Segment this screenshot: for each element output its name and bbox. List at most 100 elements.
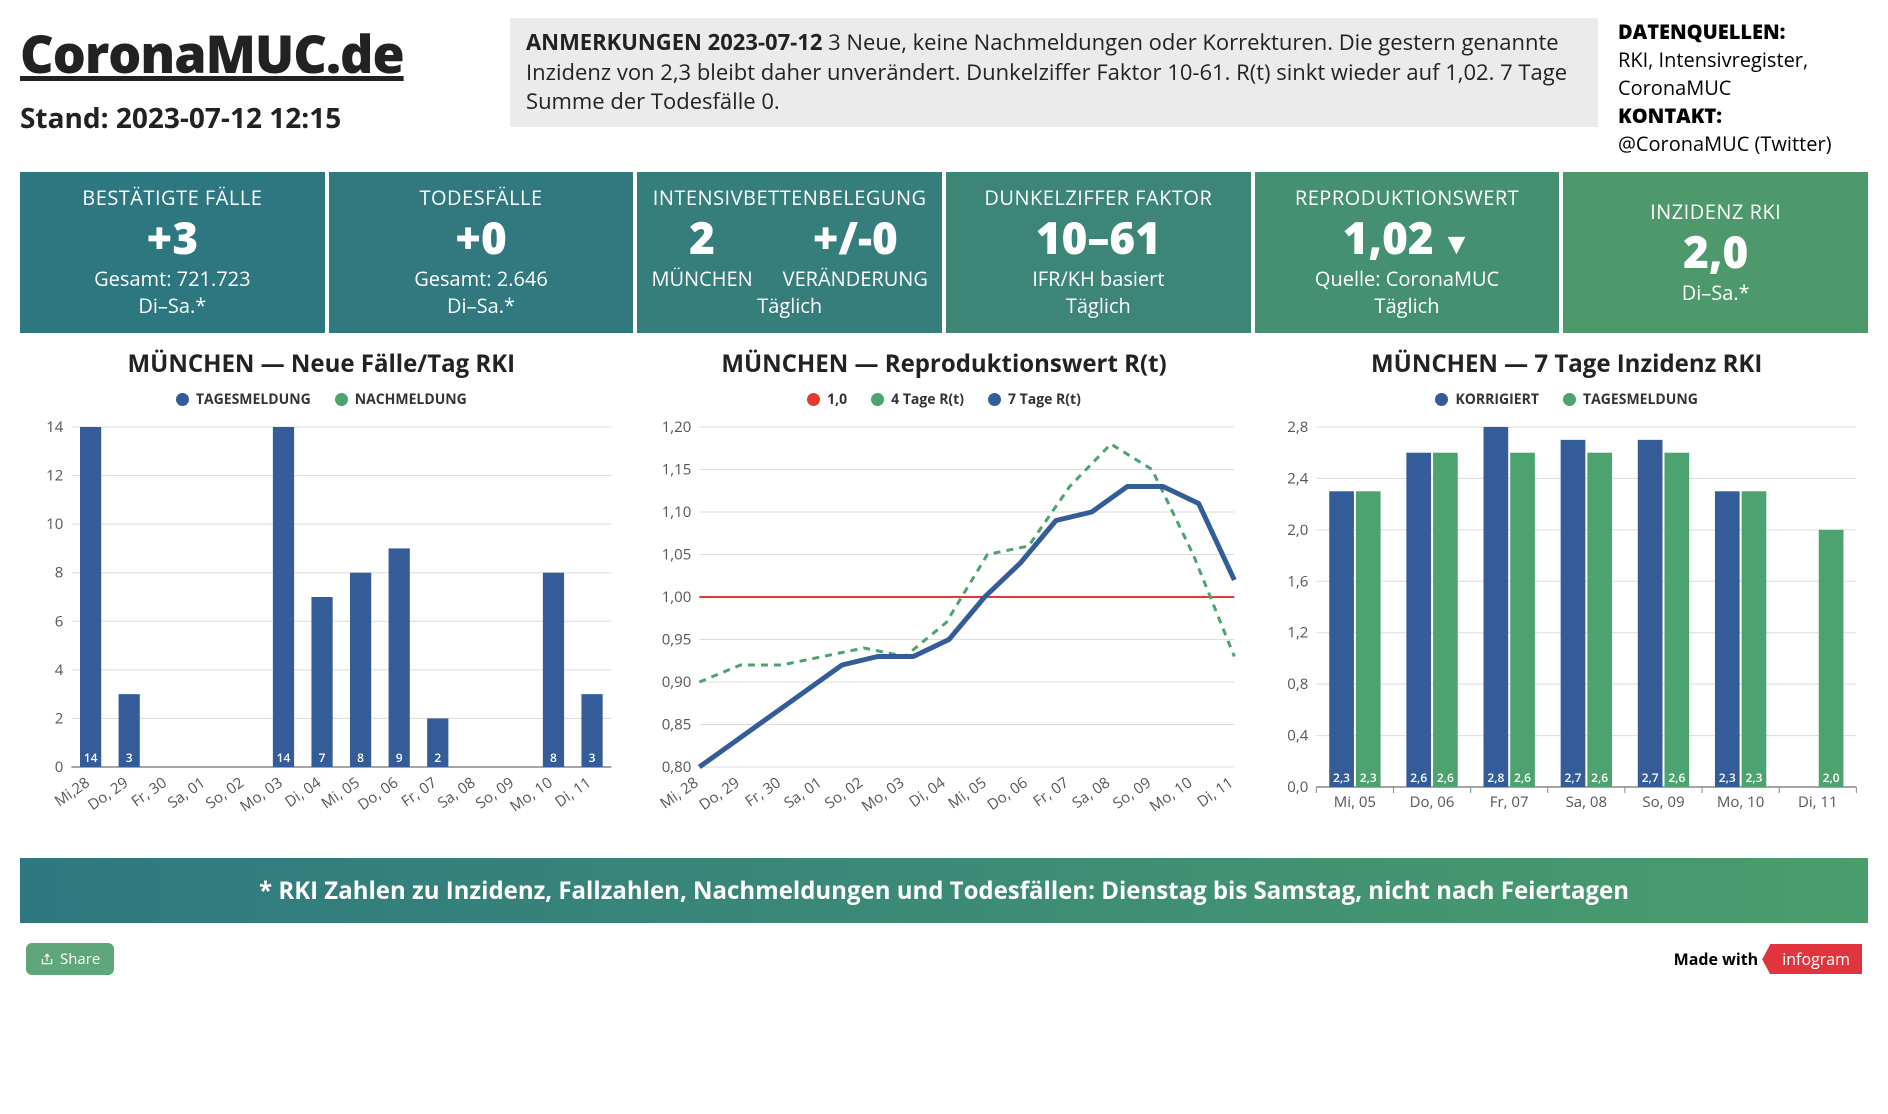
legend-label: NACHMELDUNG <box>355 390 467 409</box>
svg-text:Sa, 08: Sa, 08 <box>434 773 479 813</box>
svg-text:2,6: 2,6 <box>1514 769 1531 786</box>
svg-text:0,85: 0,85 <box>661 715 691 735</box>
svg-text:2,7: 2,7 <box>1642 769 1659 786</box>
stat-card-4: REPRODUKTIONSWERT1,02Quelle: CoronaMUCTä… <box>1255 172 1560 333</box>
stand-date: Stand: 2023-07-12 12:15 <box>20 99 490 137</box>
svg-text:0,95: 0,95 <box>661 630 691 650</box>
made-with-label: Made with <box>1674 948 1759 970</box>
svg-text:2,3: 2,3 <box>1719 769 1736 786</box>
stat-card-3: DUNKELZIFFER FAKTOR10–61IFR/KH basiertTä… <box>946 172 1251 333</box>
svg-text:Sa, 01: Sa, 01 <box>164 773 209 813</box>
svg-text:Do, 06: Do, 06 <box>354 773 402 815</box>
svg-text:Mo, 10: Mo, 10 <box>1717 792 1764 812</box>
svg-text:Mi,28: Mi,28 <box>51 773 94 811</box>
svg-text:Di, 11: Di, 11 <box>1798 792 1838 812</box>
bar <box>389 549 410 768</box>
svg-text:1,10: 1,10 <box>661 502 691 522</box>
bar-korrigiert <box>1330 492 1355 788</box>
svg-text:10: 10 <box>46 515 63 535</box>
stat-cards: BESTÄTIGTE FÄLLE+3Gesamt: 721.723Di–Sa.*… <box>20 172 1868 333</box>
svg-text:14: 14 <box>277 749 291 766</box>
legend-swatch <box>1435 393 1448 406</box>
stat-card-2: INTENSIVBETTENBELEGUNG 2MÜNCHEN +/-0VERÄ… <box>637 172 942 333</box>
share-button[interactable]: Share <box>26 943 114 975</box>
svg-text:7: 7 <box>319 749 326 766</box>
legend-item: TAGESMELDUNG <box>176 390 311 409</box>
card-sub: Di–Sa.* <box>1571 279 1860 306</box>
made-with[interactable]: Made with infogram <box>1674 944 1862 974</box>
header: CoronaMUC.de Stand: 2023-07-12 12:15 ANM… <box>20 18 1868 158</box>
chart-reproduction: MÜNCHEN — Reproduktionswert R(t) 1,04 Ta… <box>643 347 1246 842</box>
svg-text:1,15: 1,15 <box>661 460 691 480</box>
card-sub: IFR/KH basiert <box>954 265 1243 292</box>
legend-item: 1,0 <box>807 390 847 409</box>
svg-text:Fr, 07: Fr, 07 <box>397 773 440 812</box>
svg-text:Do, 29: Do, 29 <box>84 773 132 815</box>
svg-text:12: 12 <box>46 466 63 486</box>
svg-text:1,00: 1,00 <box>661 587 691 607</box>
svg-text:Mi, 05: Mi, 05 <box>317 773 363 814</box>
svg-text:Do, 06: Do, 06 <box>1410 792 1455 812</box>
infogram-logo: infogram <box>1770 944 1862 974</box>
card-sub2: Di–Sa.* <box>28 292 317 319</box>
svg-text:3: 3 <box>589 749 596 766</box>
bar-tagesmeldung <box>1665 453 1690 787</box>
notes-box: ANMERKUNGEN 2023-07-12 3 Neue, keine Nac… <box>510 18 1598 127</box>
stat-card-5: INZIDENZ RKI2,0Di–Sa.* <box>1563 172 1868 333</box>
svg-text:2: 2 <box>55 709 64 729</box>
bar <box>80 427 101 767</box>
legend-label: 4 Tage R(t) <box>891 390 964 409</box>
bar <box>273 427 294 767</box>
svg-text:Do, 29: Do, 29 <box>695 773 743 815</box>
svg-text:0: 0 <box>55 757 64 777</box>
svg-text:Mi, 28: Mi, 28 <box>656 773 702 814</box>
svg-text:0,90: 0,90 <box>661 672 691 692</box>
svg-text:2,0: 2,0 <box>1288 520 1309 540</box>
card-sub: Quelle: CoronaMUC <box>1263 265 1552 292</box>
bar-tagesmeldung <box>1819 530 1844 787</box>
sources-label: DATENQUELLEN: <box>1618 18 1868 46</box>
bar-korrigiert <box>1484 427 1509 787</box>
svg-text:2,6: 2,6 <box>1411 769 1428 786</box>
svg-text:2,3: 2,3 <box>1746 769 1763 786</box>
card-value: +3 <box>28 213 317 261</box>
chart3-title: MÜNCHEN — 7 Tage Inzidenz RKI <box>1265 347 1868 380</box>
legend-swatch <box>335 393 348 406</box>
svg-text:1,20: 1,20 <box>661 417 691 437</box>
card-value: 1,02 <box>1263 213 1552 261</box>
card-sub: MÜNCHEN <box>651 265 752 292</box>
svg-text:Mo, 10: Mo, 10 <box>1145 773 1195 817</box>
svg-text:9: 9 <box>396 749 403 766</box>
svg-text:Di, 04: Di, 04 <box>281 773 325 812</box>
legend-label: TAGESMELDUNG <box>1583 390 1698 409</box>
bar-korrigiert <box>1638 440 1663 787</box>
site-title[interactable]: CoronaMUC.de <box>20 18 490 89</box>
svg-text:1,6: 1,6 <box>1288 572 1309 592</box>
legend-item: 4 Tage R(t) <box>871 390 964 409</box>
svg-text:0,8: 0,8 <box>1288 675 1309 695</box>
bar-tagesmeldung <box>1588 453 1613 787</box>
line-4tage <box>699 444 1234 682</box>
svg-text:So, 02: So, 02 <box>820 773 866 814</box>
svg-text:2,3: 2,3 <box>1333 769 1350 786</box>
svg-text:2,7: 2,7 <box>1565 769 1582 786</box>
legend-swatch <box>1563 393 1576 406</box>
svg-text:3: 3 <box>126 749 133 766</box>
card-sub2: Täglich <box>1263 292 1552 319</box>
svg-text:2,6: 2,6 <box>1592 769 1609 786</box>
svg-text:2,8: 2,8 <box>1488 769 1505 786</box>
svg-text:Fr, 07: Fr, 07 <box>1490 792 1529 812</box>
bar <box>543 573 564 767</box>
svg-text:So, 09: So, 09 <box>1109 773 1155 814</box>
legend-item: KORRIGIERT <box>1435 390 1539 409</box>
svg-text:8: 8 <box>55 563 64 583</box>
bar-tagesmeldung <box>1433 453 1458 787</box>
footer-note: * RKI Zahlen zu Inzidenz, Fallzahlen, Na… <box>20 858 1868 923</box>
svg-text:Mi, 05: Mi, 05 <box>944 773 990 814</box>
contact-body[interactable]: @CoronaMUC (Twitter) <box>1618 130 1868 158</box>
card-value: 2,0 <box>1571 227 1860 275</box>
notes-title: ANMERKUNGEN 2023-07-12 <box>526 27 822 57</box>
card-sub: VERÄNDERUNG <box>783 265 928 292</box>
svg-text:8: 8 <box>550 749 557 766</box>
svg-text:2,8: 2,8 <box>1288 417 1309 437</box>
